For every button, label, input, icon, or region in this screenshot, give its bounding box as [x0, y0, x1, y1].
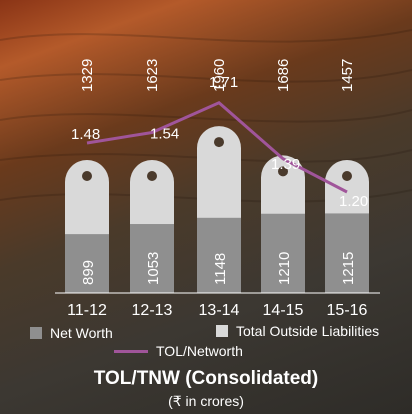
bars-layer: [65, 126, 369, 293]
category-label-15-16: 15-16: [327, 302, 368, 319]
ratio-value-11-12: 1.48: [71, 126, 100, 143]
ratio-value-13-14: 1.71: [209, 74, 238, 91]
legend-label-total-outside-liabilities: Total Outside Liabilities: [236, 323, 380, 339]
networth-bar-11-12: [65, 234, 109, 293]
category-label-14-15: 14-15: [263, 302, 304, 319]
networth-bar-12-13: [130, 224, 174, 293]
tag-hole-11-12: [82, 171, 92, 181]
labels-layer: 899 1329 11-12 1053 1623 12-13 1148 1960 13-14 12…: [55, 59, 380, 319]
tol-value-13-14: 1960: [211, 59, 228, 92]
ratio-value-14-15: 1.39: [271, 156, 300, 173]
networth-bar-15-16: [325, 213, 369, 293]
tag-hole-13-14: [214, 137, 224, 148]
tol-value-14-15: 1686: [275, 59, 292, 92]
chart-subtitle: (₹ in crores): [168, 393, 244, 409]
legend-item-total-outside-liabilities: Total Outside Liabilities: [216, 323, 379, 339]
category-label-13-14: 13-14: [199, 302, 240, 319]
tag-hole-15-16: [342, 171, 352, 181]
tag-hole-14-15: [278, 166, 288, 177]
category-label-12-13: 12-13: [132, 302, 173, 319]
networth-value-14-15: 1210: [276, 252, 293, 285]
networth-bar-13-14: [197, 217, 241, 293]
legend-item-net-worth: Net Worth: [30, 325, 113, 341]
line-layer: [86, 100, 348, 194]
tol-value-11-12: 1329: [79, 59, 96, 92]
legend-label-net-worth: Net Worth: [50, 325, 113, 341]
networth-bar-14-15: [261, 213, 305, 293]
tol-networth-line: [86, 100, 348, 194]
legend-swatch-total-outside-liabilities: [216, 325, 228, 337]
ratio-value-15-16: 1.20: [339, 193, 368, 210]
category-label-11-12: 11-12: [67, 302, 107, 319]
tag-hole-12-13: [147, 171, 157, 181]
legend-item-tol-networth: TOL/Networth: [114, 343, 243, 359]
legend-label-tol-networth: TOL/Networth: [156, 343, 243, 359]
legend-swatch-net-worth: [30, 327, 42, 339]
networth-value-15-16: 1215: [340, 252, 357, 285]
networth-value-11-12: 899: [80, 260, 97, 285]
tol-value-12-13: 1623: [144, 59, 161, 92]
networth-value-12-13: 1053: [145, 252, 162, 285]
chart-title: TOL/TNW (Consolidated): [93, 368, 319, 389]
tol-value-15-16: 1457: [339, 59, 356, 92]
legend-line-tol-networth: [114, 349, 148, 353]
networth-value-13-14: 1148: [212, 253, 229, 285]
ratio-value-12-13: 1.54: [150, 126, 179, 143]
